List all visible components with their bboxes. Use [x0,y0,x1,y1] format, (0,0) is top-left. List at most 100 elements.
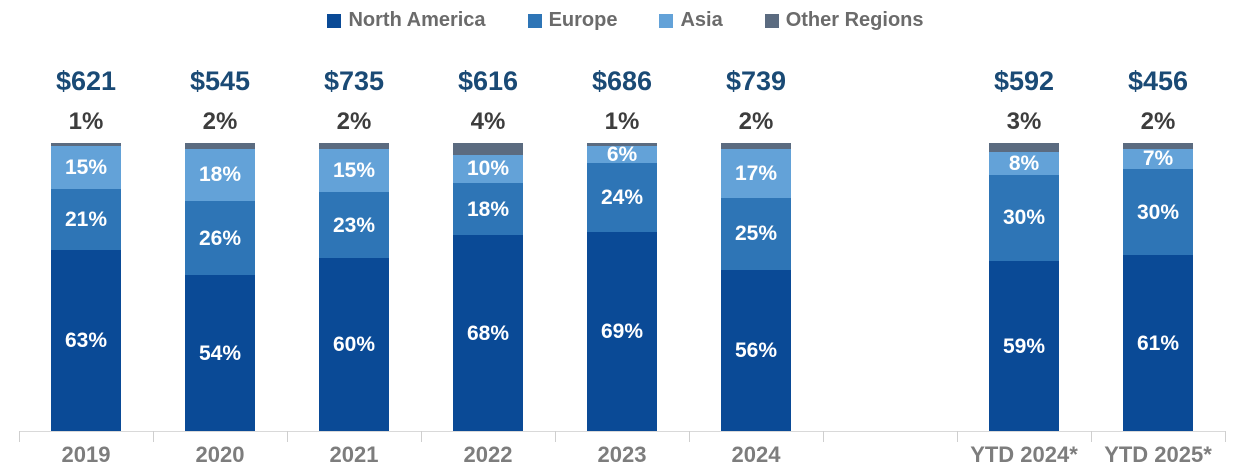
segment-value-label: 61% [1136,331,1180,355]
other-regions-value-label: 2% [336,107,372,135]
total-value-label: $456 [1127,66,1189,97]
total-value-label: $621 [55,66,117,97]
x-axis-label: 2023 [597,442,647,467]
axis-tick [19,431,20,442]
plot-area: 2019 15% 21% 63% 1% $621 2020 18% 26% 54% 2% $545 20… [19,0,1225,476]
bar-segment-north-america: 56% [721,269,791,431]
bar-segment-europe: 26% [185,200,255,276]
bar-segment-other-regions [1123,143,1193,149]
bar-segment-north-america: 59% [989,261,1059,431]
bar-segment-europe: 18% [453,183,523,236]
bar-segment-europe: 25% [721,197,791,270]
chart-column-2019: 2019 15% 21% 63% 1% $621 [19,0,153,476]
segment-value-label: 25% [734,222,778,246]
bar-segment-other-regions [319,143,389,149]
segment-value-label: 7% [1142,147,1174,171]
bar-segment-north-america: 69% [587,232,657,431]
chart-column-empty [823,0,957,476]
segment-value-label: 21% [64,207,108,231]
total-value-label: $592 [993,66,1055,97]
chart-column-ytd-2024: YTD 2024* 8% 30% 59% 3% $592 [957,0,1091,476]
legend-label: Asia [680,9,723,31]
bar-segment-other-regions [185,143,255,149]
segment-value-label: 68% [466,321,510,345]
axis-tick [1091,431,1092,442]
north-america-swatch-icon [327,13,342,28]
segment-value-label: 23% [332,213,376,237]
total-value-label: $739 [725,66,787,97]
stacked-bar-2021: 15% 23% 60% [319,143,389,431]
segment-value-label: 15% [64,155,108,179]
bar-segment-north-america: 54% [185,275,255,431]
bar-segment-asia: 6% [587,143,657,167]
x-axis-label: YTD 2025* [1104,442,1212,467]
stacked-bar-2023: 6% 24% 69% [587,143,657,431]
legend-item-north-america: North America [327,9,486,32]
bar-segment-asia: 18% [185,148,255,201]
total-value-label: $686 [591,66,653,97]
bar-segment-asia: 15% [319,148,389,192]
segment-value-label: 15% [332,158,376,182]
bar-segment-other-regions [989,143,1059,152]
other-regions-value-label: 2% [738,107,774,135]
stacked-bar-ytd-2025: 7% 30% 61% [1123,143,1193,431]
axis-tick [823,431,824,442]
bar-segment-europe: 21% [51,189,121,250]
other-regions-value-label: 1% [604,107,640,135]
bar-segment-other-regions [587,143,657,146]
chart-column-2021: 2021 15% 23% 60% 2% $735 [287,0,421,476]
segment-value-label: 6% [606,143,638,167]
legend-label: Other Regions [785,9,924,31]
stacked-bar-2024: 17% 25% 56% [721,143,791,431]
axis-tick [287,431,288,442]
segment-value-label: 30% [1002,206,1046,230]
other-regions-value-label: 2% [1140,107,1176,135]
bar-segment-north-america: 68% [453,235,523,431]
legend-label: North America [348,9,486,31]
segment-value-label: 24% [600,186,644,210]
x-axis-line [19,431,1225,432]
other-regions-swatch-icon [764,13,779,28]
axis-tick [689,431,690,442]
bar-segment-other-regions [453,143,523,155]
stacked-bar-ytd-2024: 8% 30% 59% [989,143,1059,431]
legend-item-asia: Asia [659,9,723,32]
x-axis-label: 2022 [463,442,513,467]
legend-label: Europe [548,9,618,31]
segment-value-label: 56% [734,338,778,362]
bar-segment-asia: 10% [453,154,523,184]
chart-column-2023: 2023 6% 24% 69% 1% $686 [555,0,689,476]
segment-value-label: 8% [1008,151,1040,175]
axis-tick [957,431,958,442]
segment-value-label: 18% [198,163,242,187]
segment-value-label: 30% [1136,200,1180,224]
segment-value-label: 26% [198,226,242,250]
bar-segment-asia: 15% [51,145,121,190]
other-regions-value-label: 3% [1006,107,1042,135]
axis-tick [153,431,154,442]
bar-segment-europe: 30% [989,174,1059,262]
segment-value-label: 18% [466,197,510,221]
chart-column-2022: 2022 10% 18% 68% 4% $616 [421,0,555,476]
other-regions-value-label: 4% [470,107,506,135]
chart-column-2020: 2020 18% 26% 54% 2% $545 [153,0,287,476]
other-regions-value-label: 1% [68,107,104,135]
x-axis-ticks [19,431,1226,442]
segment-value-label: 54% [198,341,242,365]
total-value-label: $616 [457,66,519,97]
stacked-bar-2019: 15% 21% 63% [51,143,121,431]
bar-segment-europe: 30% [1123,168,1193,256]
axis-tick [421,431,422,442]
chart-column-2024: 2024 17% 25% 56% 2% $739 [689,0,823,476]
other-regions-value-label: 2% [202,107,238,135]
x-axis-label: 2020 [195,442,245,467]
bar-segment-asia: 17% [721,148,791,198]
segment-value-label: 63% [64,328,108,352]
total-value-label: $545 [189,66,251,97]
segment-value-label: 69% [600,320,644,344]
total-value-label: $735 [323,66,385,97]
segment-value-label: 10% [466,157,510,181]
legend-item-europe: Europe [527,9,618,32]
bar-segment-north-america: 60% [319,258,389,431]
